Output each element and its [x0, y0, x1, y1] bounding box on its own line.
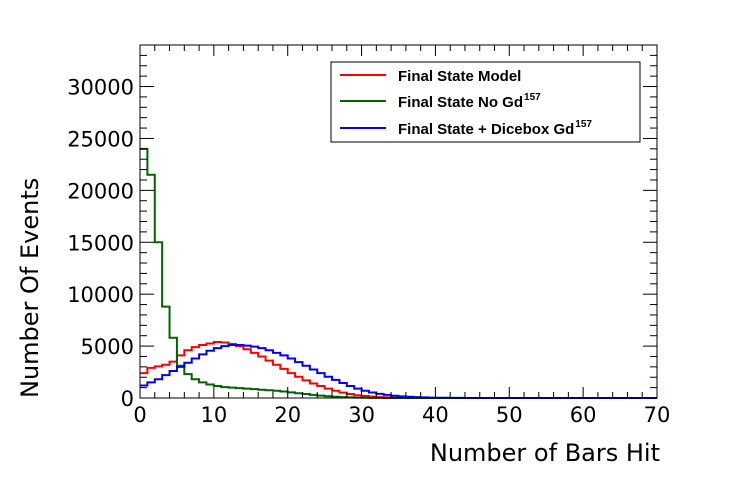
x-axis-title: Number of Bars Hit — [430, 439, 660, 467]
x-tick-label: 50 — [496, 403, 523, 427]
x-tick-labels: 0 10 20 30 40 50 60 70 — [133, 403, 670, 427]
x-tick-label: 40 — [422, 403, 449, 427]
y-tick-label: 0 — [121, 387, 134, 411]
x-tick-label: 70 — [644, 403, 671, 427]
y-axis-title: Number Of Events — [16, 178, 44, 398]
legend: Final State Model Final State No Gd157 F… — [330, 61, 641, 143]
y-tick-labels: 0 5000 10000 15000 20000 25000 30000 — [67, 76, 134, 411]
x-tick-label: 0 — [133, 403, 146, 427]
x-tick-label: 60 — [570, 403, 597, 427]
y-tick-label: 10000 — [67, 283, 134, 307]
legend-label-final-state-model: Final State Model — [398, 68, 521, 85]
x-tick-label: 20 — [274, 403, 301, 427]
x-tick-label: 10 — [200, 403, 227, 427]
y-tick-label: 15000 — [67, 231, 134, 255]
y-tick-label: 25000 — [67, 127, 134, 151]
y-tick-label: 30000 — [67, 76, 134, 100]
y-tick-label: 5000 — [81, 335, 134, 359]
legend-label-final-state-no-gd: Final State No Gd157 — [398, 92, 541, 111]
legend-label-final-state-dicebox: Final State + Dicebox Gd157 — [398, 119, 592, 138]
x-tick-label: 30 — [348, 403, 375, 427]
ticks-layer — [139, 44, 658, 399]
y-tick-label: 20000 — [67, 179, 134, 203]
